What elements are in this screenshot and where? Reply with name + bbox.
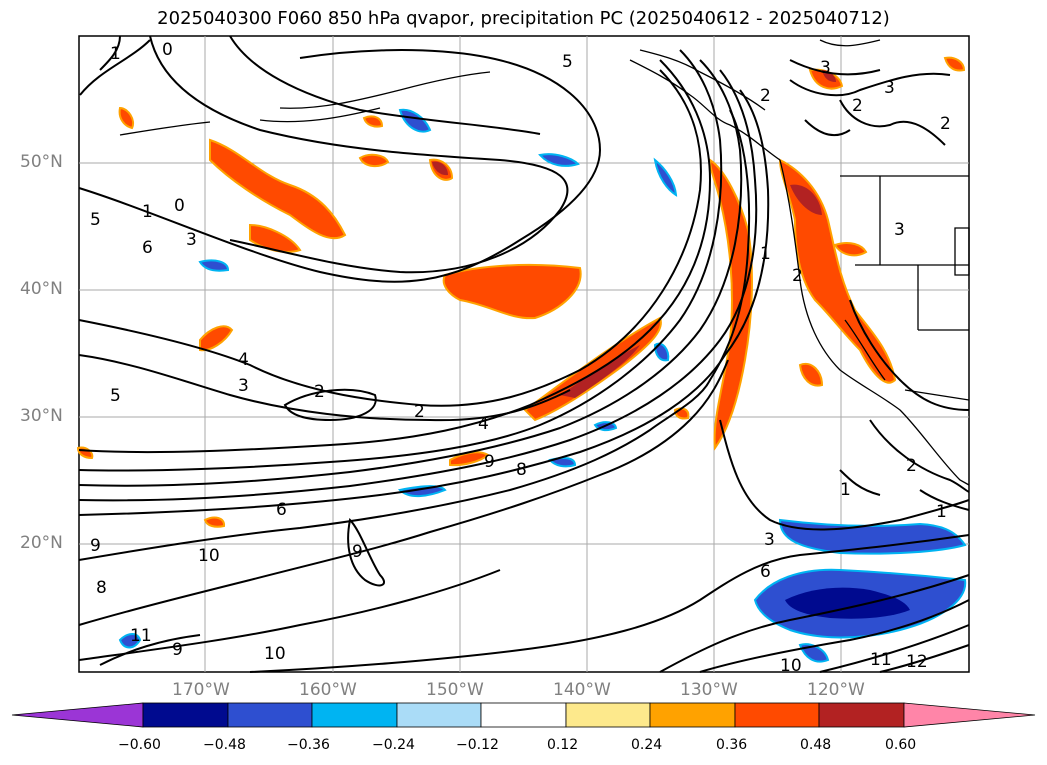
contour-label: 3	[186, 230, 197, 250]
colorbar-tick: 0.12	[547, 737, 579, 753]
contour-label: 2	[314, 382, 325, 402]
contour-label: 2	[852, 96, 863, 116]
contour-label: 0	[174, 196, 185, 216]
contour-label: 6	[142, 238, 153, 258]
contour-label: 10	[198, 546, 220, 566]
precip-strong-patches	[432, 70, 836, 398]
contour-label: 3	[894, 220, 905, 240]
lat-label: 30°N	[20, 406, 63, 426]
contour-label: 5	[90, 210, 101, 230]
coastlines	[119, 39, 970, 486]
colorbar-tick: 0.60	[885, 737, 917, 753]
map-title: 2025040300 F060 850 hPa qvapor, precipit…	[157, 8, 890, 29]
contour-label: 2	[792, 266, 803, 286]
contour-label: 8	[516, 460, 527, 480]
lat-label: 20°N	[20, 533, 63, 553]
contour-label: 9	[484, 452, 495, 472]
colorbar-under	[11, 702, 144, 728]
precip-darkblue-patches	[785, 587, 910, 619]
qvapor-contours	[78, 35, 970, 673]
contour-label: 6	[276, 500, 287, 520]
colorbar-tick: −0.12	[456, 737, 499, 753]
contour-label: 1	[936, 502, 947, 522]
contour-label: 10	[780, 656, 802, 676]
contour-label: 8	[96, 578, 107, 598]
contour-label: 1	[142, 202, 153, 222]
contour-label: 9	[172, 640, 183, 660]
contour-label: 3	[238, 376, 249, 396]
colorbar-over	[903, 702, 1036, 728]
contour-label: 11	[130, 626, 152, 646]
contour-label: 1	[110, 44, 121, 64]
lon-label: 150°W	[426, 680, 484, 700]
contour-label: 0	[162, 40, 173, 60]
colorbar	[11, 702, 1036, 728]
colorbar-tick: 0.48	[800, 737, 832, 753]
contour-label: 3	[820, 58, 831, 78]
contour-label: 2	[940, 114, 951, 134]
contour-label: 9	[90, 536, 101, 556]
contour-label: 2	[760, 86, 771, 106]
contour-label: 9	[352, 542, 363, 562]
lon-label: 160°W	[299, 680, 357, 700]
contour-label: 1	[840, 480, 851, 500]
contour-label: 3	[764, 530, 775, 550]
contour-label: 12	[906, 652, 928, 672]
colorbar-tick: 0.24	[631, 737, 663, 753]
contour-label: 5	[562, 52, 573, 72]
colorbar-tick: −0.36	[287, 737, 330, 753]
lon-label: 130°W	[680, 680, 738, 700]
colorbar-tick: −0.24	[372, 737, 415, 753]
lat-label: 40°N	[20, 279, 63, 299]
contour-label: 6	[760, 562, 771, 582]
contour-label: 11	[870, 650, 892, 670]
contour-label: 3	[884, 78, 895, 98]
contour-label: 2	[414, 402, 425, 422]
contour-label: 10	[264, 644, 286, 664]
lon-label: 120°W	[807, 680, 865, 700]
contour-label: 5	[110, 386, 121, 406]
colorbar-tick: −0.60	[118, 737, 161, 753]
colorbar-tick: −0.48	[203, 737, 246, 753]
plot-area	[78, 35, 970, 673]
colorbar-tick: 0.36	[716, 737, 748, 753]
contour-label: 4	[478, 414, 489, 434]
lon-label: 170°W	[172, 680, 230, 700]
lon-label: 140°W	[553, 680, 611, 700]
lat-label: 50°N	[20, 152, 63, 172]
contour-label: 2	[906, 456, 917, 476]
contour-label: 1	[760, 244, 771, 264]
contour-label: 4	[238, 350, 249, 370]
